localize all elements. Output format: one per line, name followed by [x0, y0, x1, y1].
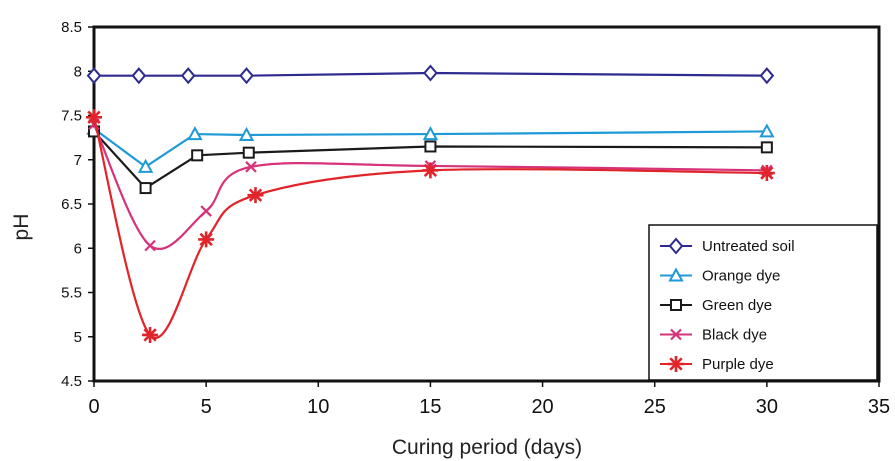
data-point: [187, 125, 203, 141]
series-line: [93, 130, 767, 190]
y-tick-label: 5.5: [61, 285, 82, 302]
data-point: [670, 299, 682, 311]
legend-item: Green dye: [660, 297, 772, 314]
data-point: [180, 67, 196, 85]
data-point: [139, 182, 152, 195]
legend: Untreated soil Orange dye Green dye Black d…: [648, 224, 878, 381]
y-tick-label: 6: [74, 240, 82, 257]
y-tick-label: 7: [74, 152, 82, 169]
legend-item: Purple dye: [660, 356, 774, 373]
y-tick-label: 7.5: [61, 108, 82, 125]
legend-item: Orange dye: [660, 267, 780, 285]
x-axis-title: Curing period (days): [392, 436, 582, 459]
data-point: [238, 126, 255, 141]
data-point: [247, 187, 264, 204]
data-point: [198, 231, 215, 248]
y-tick-label: 6.5: [61, 196, 82, 213]
data-point: [137, 158, 154, 173]
data-point: [424, 140, 437, 153]
series-layer: [86, 64, 775, 343]
x-tick-label: 35: [868, 396, 890, 418]
data-point: [239, 67, 254, 85]
x-tick-label: 5: [201, 396, 212, 418]
data-point: [668, 267, 684, 282]
x-tick-label: 15: [419, 396, 441, 418]
x-tick-label: 20: [531, 396, 553, 418]
legend-item: Black dye: [660, 327, 767, 344]
series-purple-dye: [86, 109, 775, 343]
data-point: [759, 67, 775, 85]
data-point: [760, 141, 773, 154]
data-point: [670, 328, 682, 341]
data-point: [191, 149, 204, 162]
data-point: [142, 326, 159, 343]
x-tick-label: 10: [307, 396, 329, 418]
data-point: [668, 356, 684, 372]
data-point: [759, 123, 775, 138]
data-point: [86, 109, 102, 126]
legend-box: [648, 224, 878, 381]
data-point: [423, 64, 438, 82]
legend-label: Green dye: [702, 297, 772, 314]
data-point: [422, 125, 439, 141]
y-axis-ticks: 4.5 5 5.5 6 6.5 7 7.5 8 8.5: [61, 19, 94, 390]
x-tick-label: 0: [88, 396, 99, 418]
data-point: [758, 165, 775, 182]
x-tick-label: 30: [756, 396, 778, 418]
series-untreated-soil: [86, 64, 775, 85]
data-point: [245, 161, 257, 173]
y-tick-label: 8: [74, 63, 82, 80]
y-axis-title: pH: [10, 214, 33, 241]
data-point: [422, 162, 439, 179]
legend-item: Untreated soil: [660, 237, 795, 255]
y-tick-label: 4.5: [61, 373, 82, 390]
data-point: [144, 239, 156, 252]
legend-label: Black dye: [702, 327, 767, 344]
series-line: [94, 71, 767, 77]
data-point: [200, 205, 212, 217]
data-point: [668, 237, 684, 255]
legend-label: Orange dye: [702, 268, 780, 285]
legend-label: Untreated soil: [702, 238, 795, 255]
series-line: [92, 116, 767, 339]
y-tick-label: 5: [74, 329, 82, 346]
x-tick-label: 25: [644, 396, 666, 418]
series-line: [93, 127, 767, 169]
x-axis-ticks: 0 5 10 15 20 25 30 35: [88, 381, 890, 418]
data-point: [131, 67, 147, 85]
data-point: [242, 146, 255, 159]
legend-label: Purple dye: [702, 356, 774, 373]
y-tick-label: 8.5: [61, 19, 82, 36]
data-point: [86, 67, 102, 85]
series-green-dye: [88, 125, 773, 195]
